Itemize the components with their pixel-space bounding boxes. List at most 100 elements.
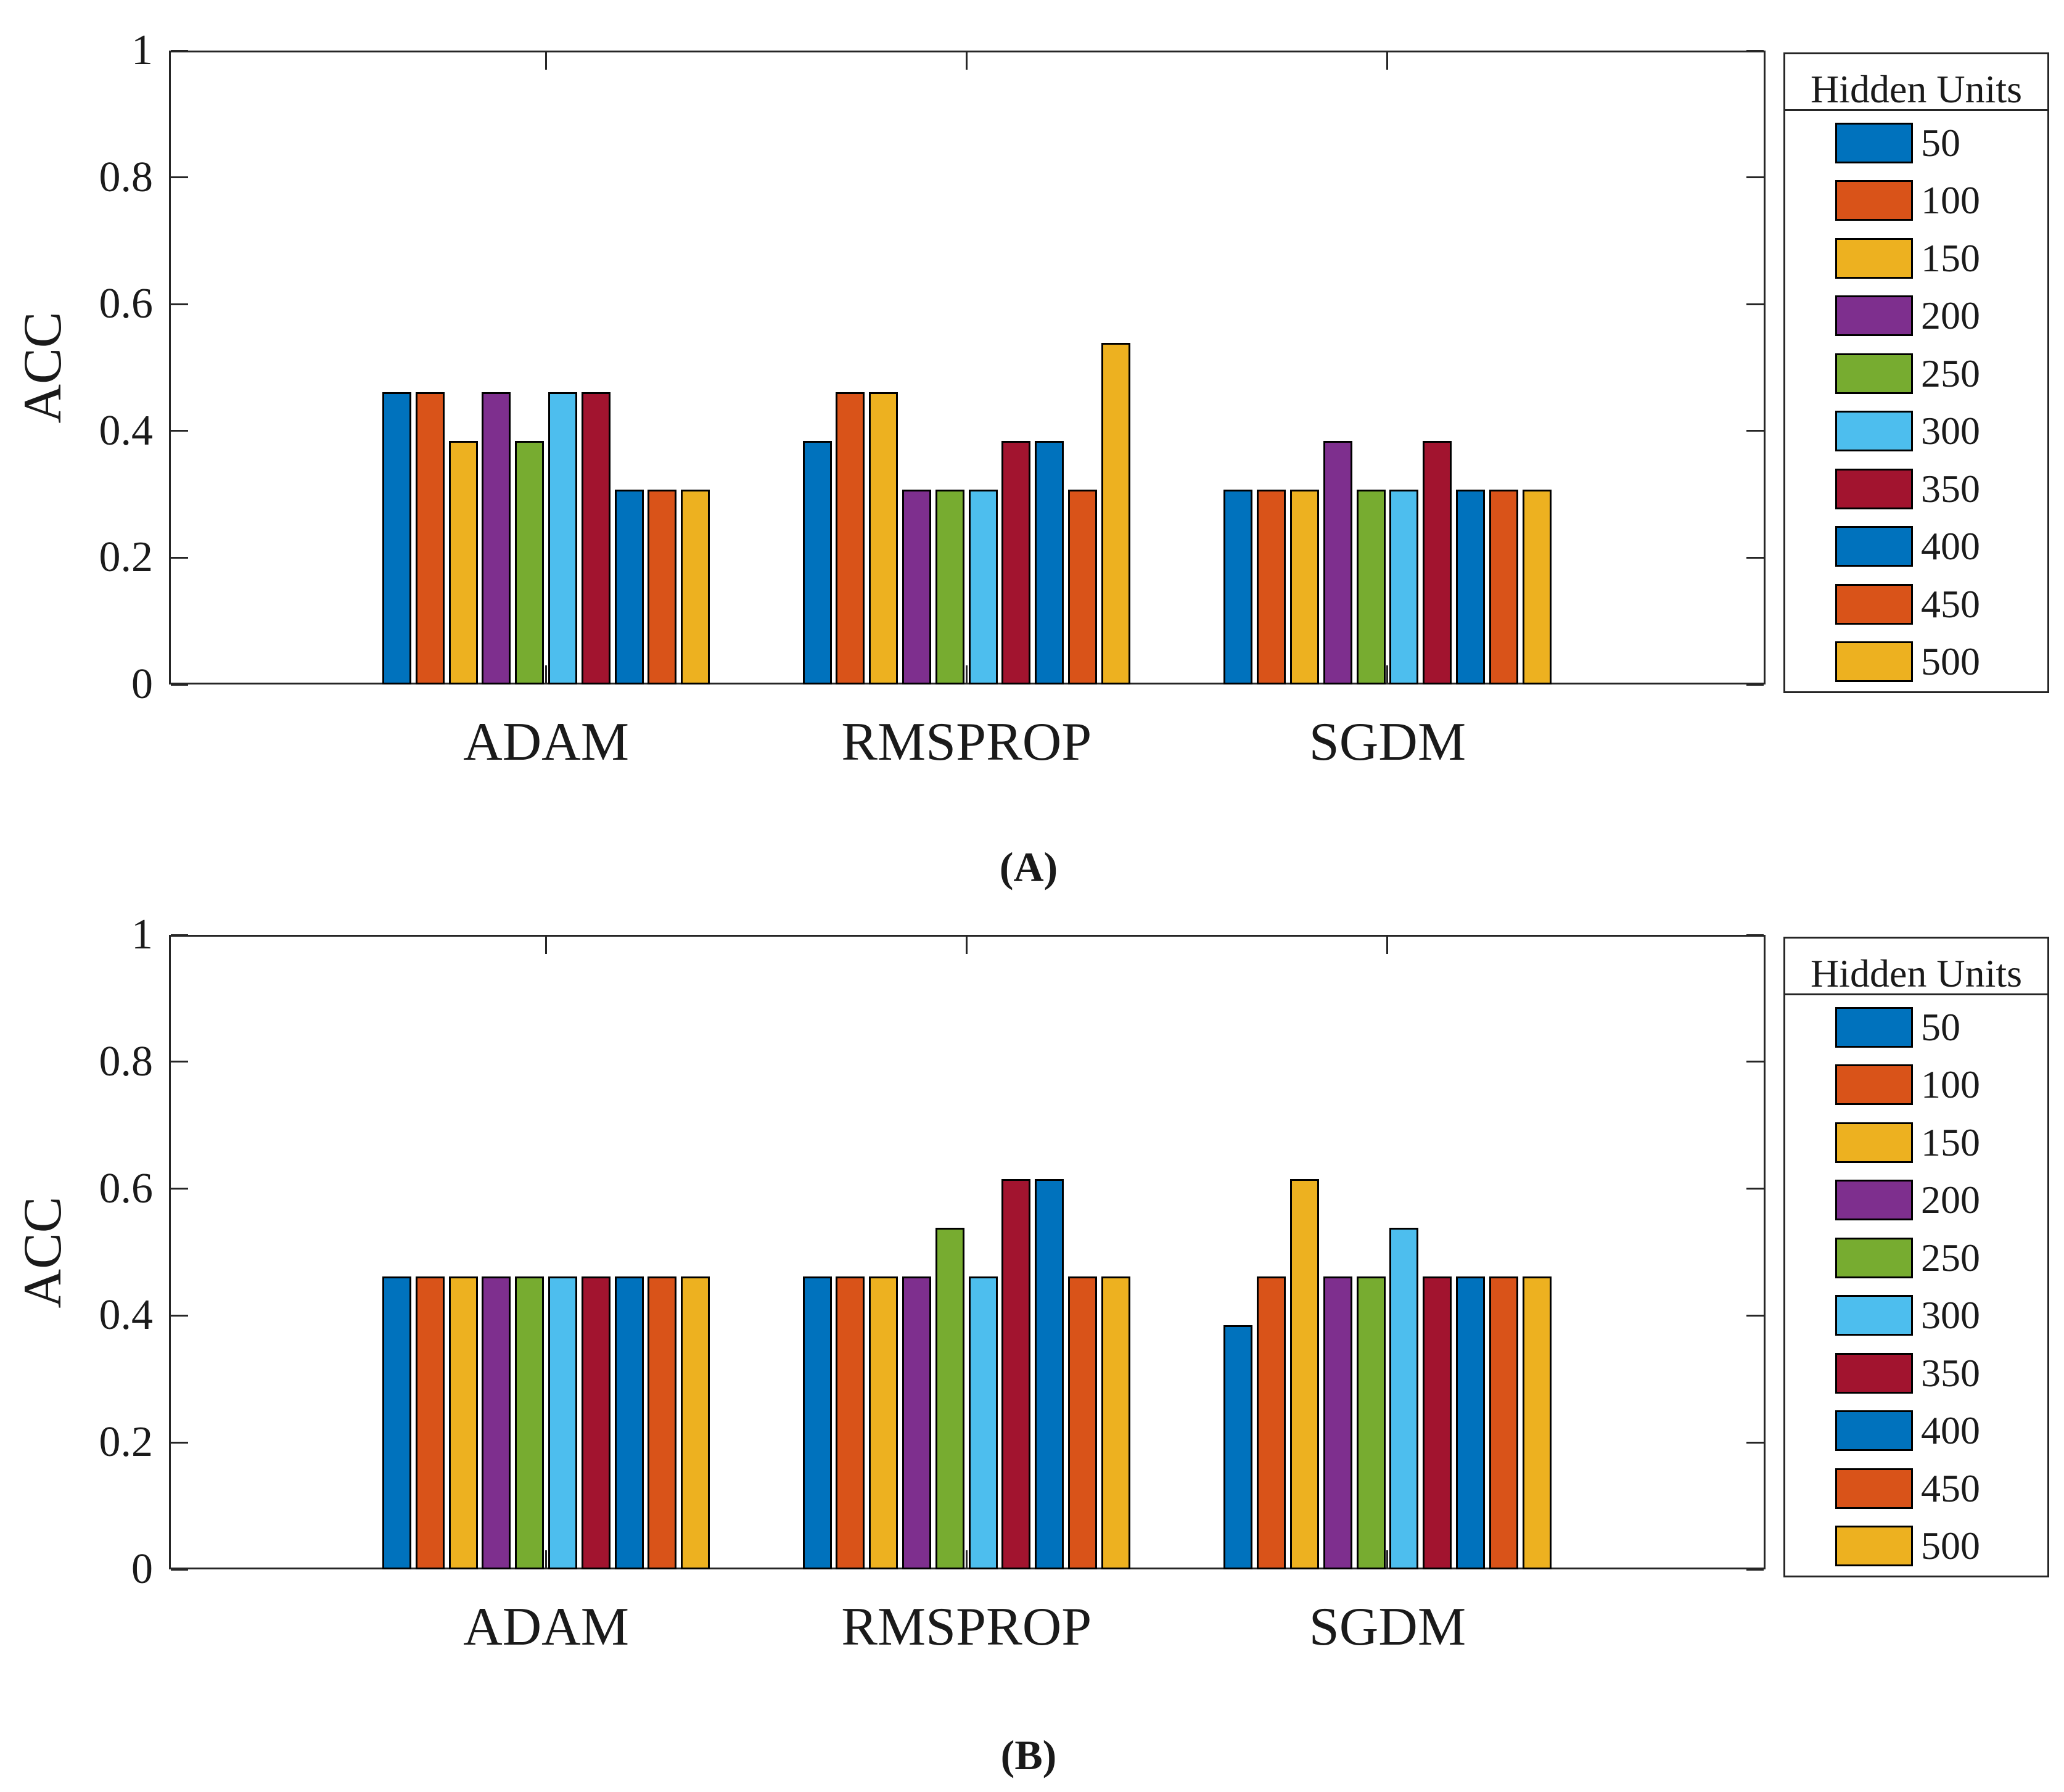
bar-adam-150 [449, 1276, 478, 1569]
bar-sgdm-450 [1489, 1276, 1518, 1569]
x-category-label-rmsprop: RMSPROP [841, 1597, 1092, 1657]
bar-rmsprop-100 [836, 1276, 865, 1569]
x-tick-top [1386, 937, 1389, 954]
y-tick-label: 0.6 [99, 1164, 154, 1212]
y-tick-left [171, 176, 188, 179]
bar-rmsprop-500 [1101, 343, 1130, 684]
legend-label-450: 450 [1921, 582, 1980, 626]
legend-swatch-450 [1835, 1468, 1913, 1509]
bar-adam-250 [515, 441, 544, 684]
legend-swatch-200 [1835, 295, 1913, 337]
legend-title: Hidden Units [1810, 67, 2023, 111]
bar-sgdm-300 [1389, 1228, 1418, 1569]
y-tick-label: 1 [131, 911, 153, 958]
x-tick-top [965, 937, 968, 954]
x-tick-bottom [1386, 665, 1389, 683]
bar-adam-200 [482, 392, 511, 684]
legend-label-300: 300 [1921, 409, 1980, 453]
legend-swatch-300 [1835, 1295, 1913, 1336]
bar-sgdm-250 [1357, 490, 1386, 684]
legend-label-450: 450 [1921, 1466, 1980, 1510]
bar-sgdm-450 [1489, 490, 1518, 684]
x-category-label-rmsprop: RMSPROP [841, 712, 1092, 772]
bar-rmsprop-50 [803, 441, 832, 684]
bar-sgdm-200 [1323, 441, 1352, 684]
y-tick-label: 0 [131, 660, 153, 708]
y-tick-label: 0.4 [99, 1291, 154, 1339]
y-tick-label: 0.6 [99, 280, 154, 328]
legend-label-50: 50 [1921, 1005, 1960, 1049]
x-category-label-adam: ADAM [463, 712, 629, 772]
legend-swatch-250 [1835, 1237, 1913, 1278]
y-tick-label: 0.4 [99, 406, 154, 454]
bar-sgdm-50 [1223, 490, 1252, 684]
bar-rmsprop-400 [1035, 441, 1064, 684]
y-tick-right [1746, 1188, 1764, 1190]
legend-swatch-100 [1835, 1064, 1913, 1106]
legend-label-400: 400 [1921, 1408, 1980, 1453]
legend-swatch-500 [1835, 641, 1913, 683]
legend-swatch-200 [1835, 1180, 1913, 1221]
bar-adam-100 [416, 392, 445, 684]
y-tick-left [171, 1314, 188, 1317]
bar-sgdm-150 [1290, 1179, 1319, 1569]
bar-adam-50 [382, 392, 411, 684]
bar-rmsprop-450 [1068, 490, 1097, 684]
x-tick-top [545, 937, 548, 954]
y-tick-right [1746, 49, 1764, 52]
x-tick-top [965, 52, 968, 70]
bar-sgdm-350 [1423, 441, 1452, 684]
y-tick-right [1746, 556, 1764, 559]
y-tick-right [1746, 1441, 1764, 1444]
bar-rmsprop-300 [969, 1276, 998, 1569]
y-tick-label: 0 [131, 1545, 153, 1593]
legend-label-150: 150 [1921, 236, 1980, 280]
legend-swatch-250 [1835, 353, 1913, 394]
y-tick-left [171, 1568, 188, 1571]
bar-adam-450 [648, 490, 676, 684]
x-tick-bottom [965, 665, 968, 683]
x-category-label-adam: ADAM [463, 1597, 629, 1657]
y-axis-label: ACC [13, 311, 73, 424]
legend-label-400: 400 [1921, 524, 1980, 569]
bar-rmsprop-250 [935, 490, 964, 684]
y-tick-label: 0.8 [99, 1037, 154, 1085]
bar-sgdm-400 [1456, 1276, 1485, 1569]
legend-swatch-50 [1835, 122, 1913, 163]
bar-sgdm-300 [1389, 490, 1418, 684]
y-tick-right [1746, 303, 1764, 305]
y-tick-left [171, 1188, 188, 1190]
legend-label-50: 50 [1921, 120, 1960, 165]
y-tick-right [1746, 176, 1764, 179]
bar-sgdm-100 [1257, 490, 1286, 684]
legend-title: Hidden Units [1810, 951, 2023, 995]
y-tick-left [171, 556, 188, 559]
y-tick-label: 1 [131, 27, 153, 74]
y-tick-label: 0.8 [99, 153, 154, 201]
legend-swatch-300 [1835, 411, 1913, 452]
bar-adam-150 [449, 441, 478, 684]
bar-rmsprop-300 [969, 490, 998, 684]
legend-label-500: 500 [1921, 639, 1980, 684]
bar-rmsprop-500 [1101, 1276, 1130, 1569]
bar-sgdm-250 [1357, 1276, 1386, 1569]
bar-adam-350 [582, 392, 611, 684]
y-axis-label: ACC [13, 1196, 73, 1308]
legend-title-separator [1783, 109, 2049, 111]
x-category-label-sgdm: SGDM [1309, 712, 1466, 772]
x-category-label-sgdm: SGDM [1309, 1597, 1466, 1657]
y-tick-right [1746, 683, 1764, 686]
y-tick-label: 0.2 [99, 533, 154, 582]
bar-rmsprop-50 [803, 1276, 832, 1569]
x-tick-top [545, 52, 548, 70]
bar-adam-200 [482, 1276, 511, 1569]
bar-adam-300 [548, 392, 577, 684]
bar-adam-450 [648, 1276, 676, 1569]
y-tick-left [171, 49, 188, 52]
legend-label-250: 250 [1921, 1235, 1980, 1280]
legend-swatch-350 [1835, 468, 1913, 509]
legend-swatch-400 [1835, 1410, 1913, 1452]
legend-box-a [1783, 52, 2049, 693]
legend-label-250: 250 [1921, 351, 1980, 395]
bar-adam-300 [548, 1276, 577, 1569]
